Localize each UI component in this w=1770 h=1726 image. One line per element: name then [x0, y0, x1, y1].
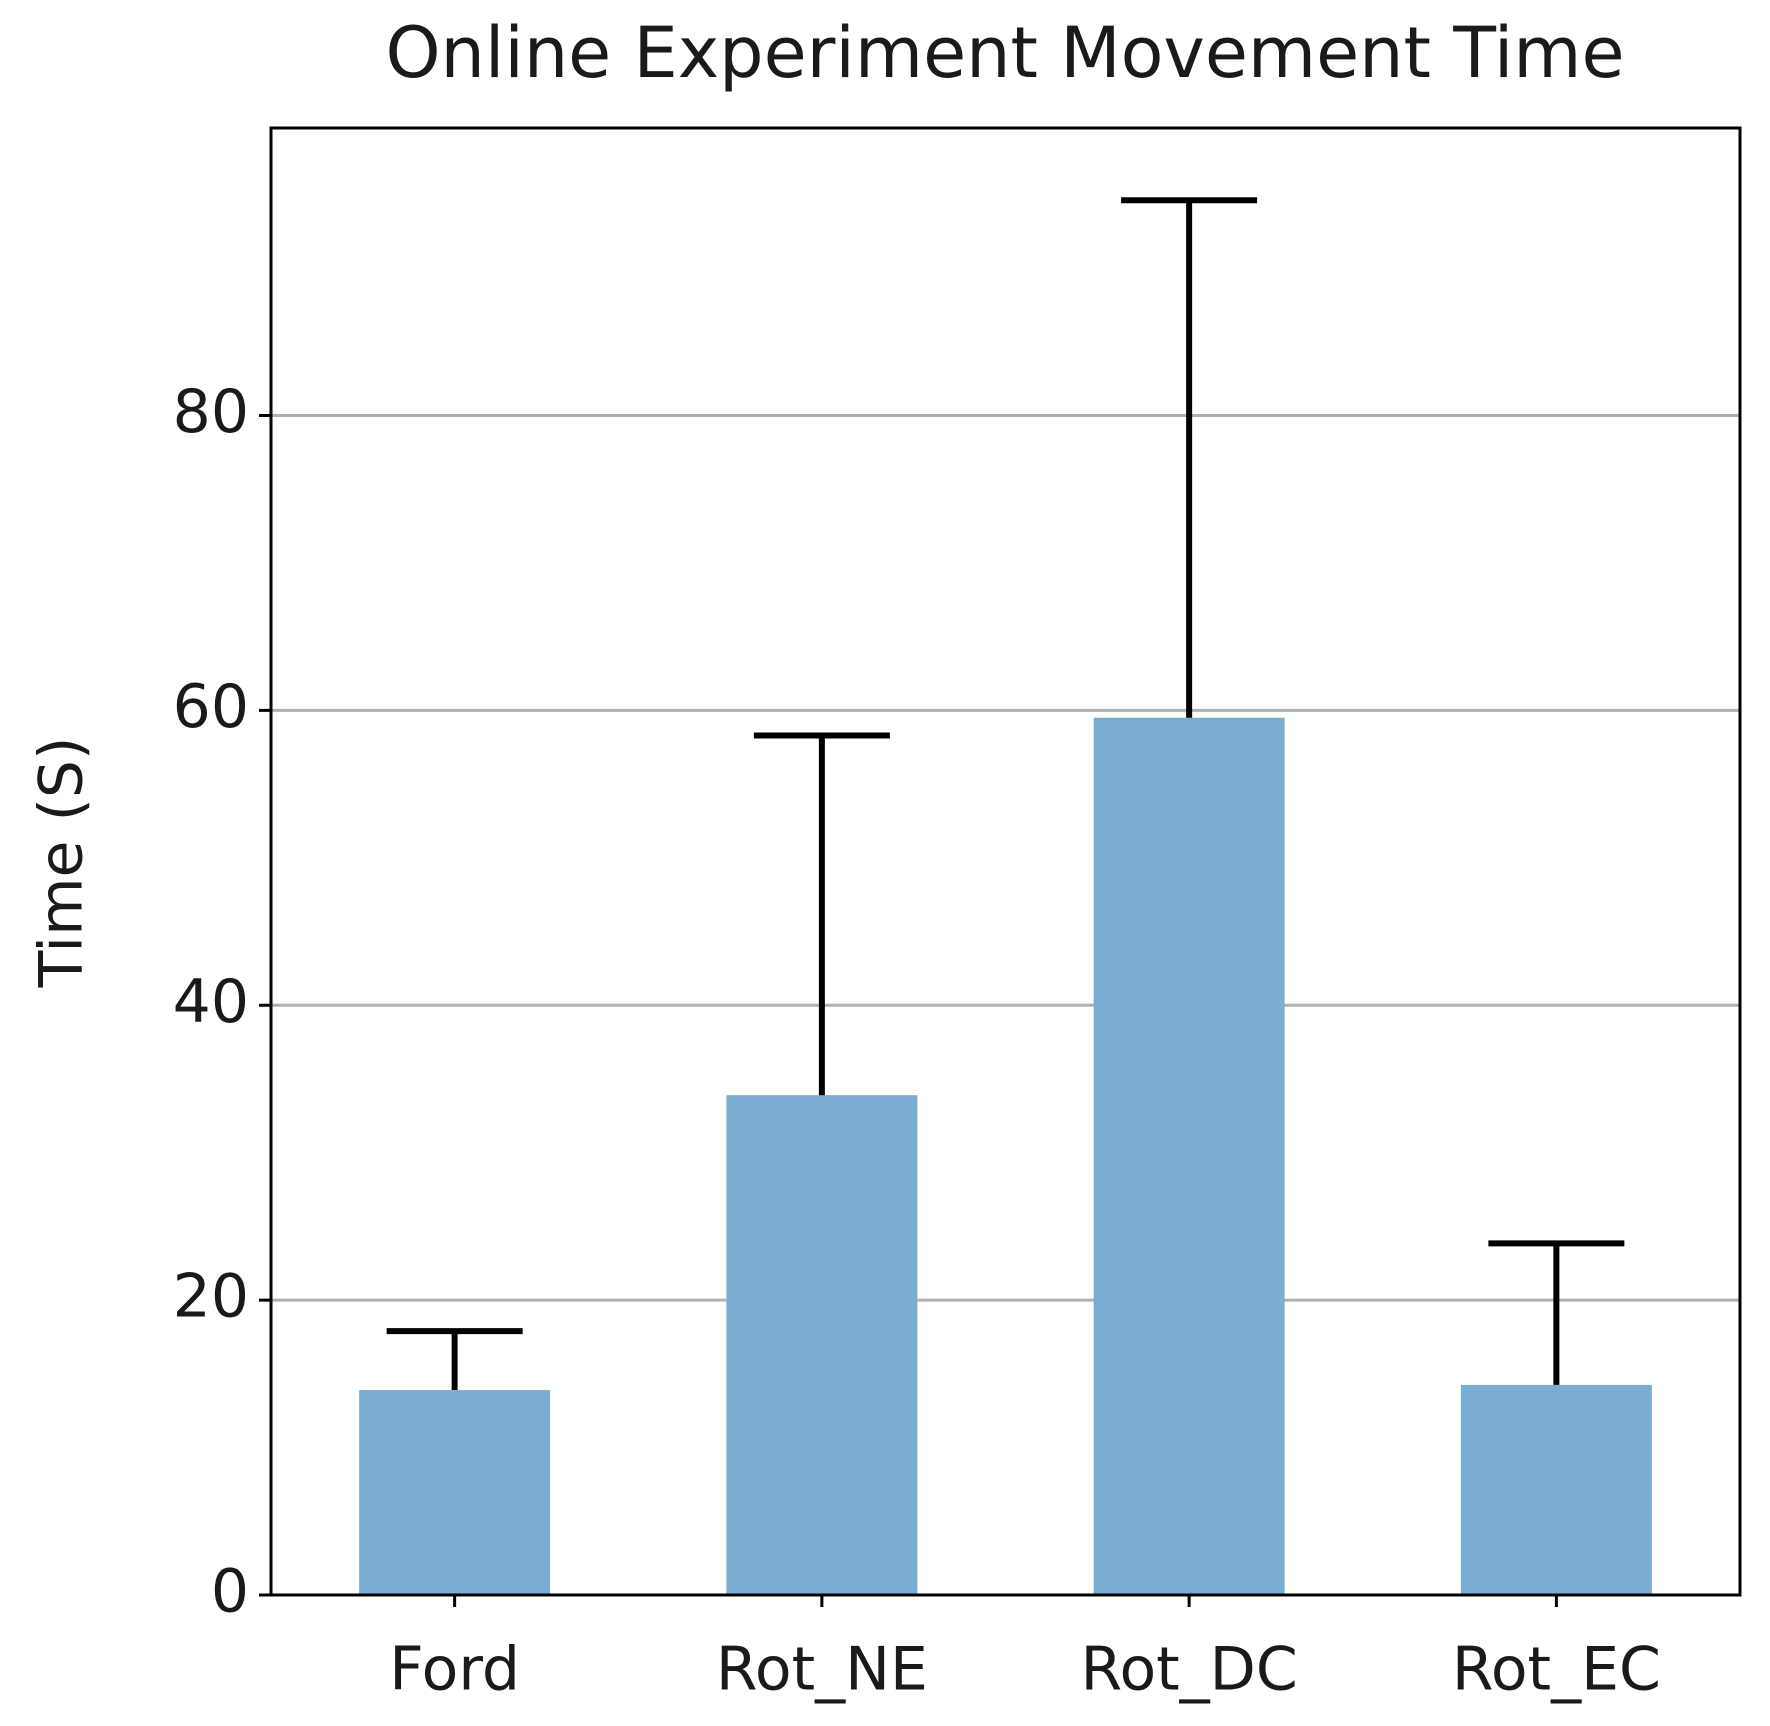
- bar: [359, 1390, 551, 1595]
- y-tick-label: 20: [173, 1262, 249, 1332]
- x-tick-label: Ford: [389, 1635, 520, 1705]
- y-axis-label: Time (S): [27, 737, 97, 989]
- y-tick-label: 40: [173, 967, 249, 1037]
- y-tick-label: 60: [173, 672, 249, 742]
- y-tick-label: 80: [173, 377, 249, 447]
- x-tick-label: Rot_DC: [1080, 1635, 1297, 1705]
- chart-title: Online Experiment Movement Time: [385, 12, 1624, 94]
- bar: [1460, 1384, 1652, 1595]
- bar: [1093, 717, 1285, 1595]
- bar: [726, 1095, 918, 1595]
- x-tick-label: Rot_EC: [1452, 1635, 1661, 1705]
- plot-frame: [269, 126, 1742, 1597]
- x-tick-label: Rot_NE: [716, 1635, 928, 1705]
- y-tick-label: 0: [211, 1557, 249, 1627]
